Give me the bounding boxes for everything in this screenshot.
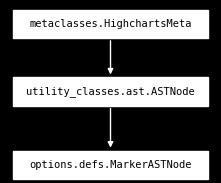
- Bar: [13, 10, 208, 38]
- Text: metaclasses.HighchartsMeta: metaclasses.HighchartsMeta: [29, 19, 192, 29]
- Bar: [13, 77, 208, 106]
- Text: utility_classes.ast.ASTNode: utility_classes.ast.ASTNode: [26, 86, 195, 97]
- Bar: [13, 150, 208, 179]
- Text: options.defs.MarkerASTNode: options.defs.MarkerASTNode: [29, 160, 192, 170]
